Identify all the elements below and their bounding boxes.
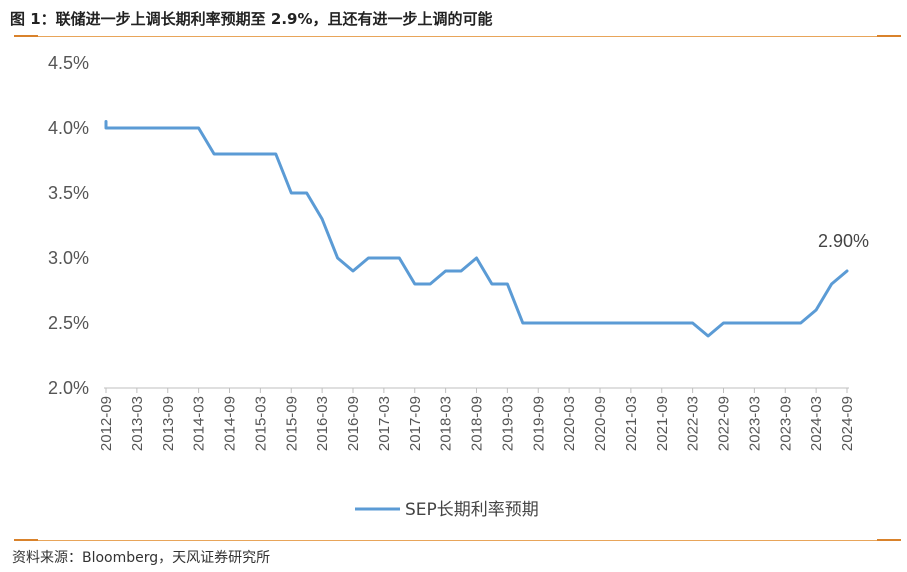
y-tick-label: 3.0% — [48, 248, 89, 268]
source-note: 资料来源：Bloomberg，天风证券研究所 — [12, 550, 271, 566]
x-tick-label: 2016-09 — [345, 396, 362, 451]
y-tick-label: 4.5% — [48, 53, 89, 73]
x-tick-label: 2014-09 — [222, 396, 239, 451]
x-tick-label: 2023-09 — [777, 396, 794, 451]
figure-title: 图 1：联储进一步上调长期利率预期至 2.9%，且还有进一步上调的可能 — [10, 10, 493, 28]
x-tick-label: 2024-09 — [839, 396, 856, 451]
x-tick-label: 2012-09 — [98, 396, 115, 451]
x-tick-label: 2022-09 — [716, 396, 733, 451]
y-tick-label: 2.5% — [48, 313, 89, 333]
x-tick-label: 2022-03 — [685, 396, 702, 451]
x-tick-label: 2017-03 — [376, 396, 393, 451]
x-tick-label: 2023-03 — [746, 396, 763, 451]
series-line — [104, 120, 849, 338]
legend: SEP长期利率预期 — [355, 500, 539, 520]
title-divider — [14, 35, 901, 37]
y-tick-label: 4.0% — [48, 118, 89, 138]
end-value-label: 2.90% — [818, 231, 869, 251]
x-tick-label: 2019-03 — [499, 396, 516, 451]
y-tick-label: 3.5% — [48, 183, 89, 203]
x-tick-label: 2014-03 — [191, 396, 208, 451]
x-tick-label: 2020-09 — [592, 396, 609, 451]
x-tick-label: 2015-03 — [252, 396, 269, 451]
x-tick-label: 2018-09 — [469, 396, 486, 451]
x-tick-label: 2024-03 — [808, 396, 825, 451]
x-tick-label: 2018-03 — [438, 396, 455, 451]
legend-label: SEP长期利率预期 — [405, 500, 539, 520]
x-tick-label: 2017-09 — [407, 396, 424, 451]
x-tick-label: 2013-03 — [129, 396, 146, 451]
y-tick-label: 2.0% — [48, 378, 89, 398]
x-tick-label: 2013-09 — [160, 396, 177, 451]
footer-divider — [14, 539, 901, 541]
x-tick-label: 2021-09 — [654, 396, 671, 451]
x-tick-label: 2020-03 — [561, 396, 578, 451]
x-tick-label: 2015-09 — [283, 396, 300, 451]
x-tick-label: 2019-09 — [530, 396, 547, 451]
x-tick-label: 2016-03 — [314, 396, 331, 451]
line-chart: 4.5% 4.0% 3.5% 3.0% 2.5% 2.0% 2012-09 2013-03 2… — [48, 53, 869, 520]
x-tick-label: 2021-03 — [623, 396, 640, 451]
